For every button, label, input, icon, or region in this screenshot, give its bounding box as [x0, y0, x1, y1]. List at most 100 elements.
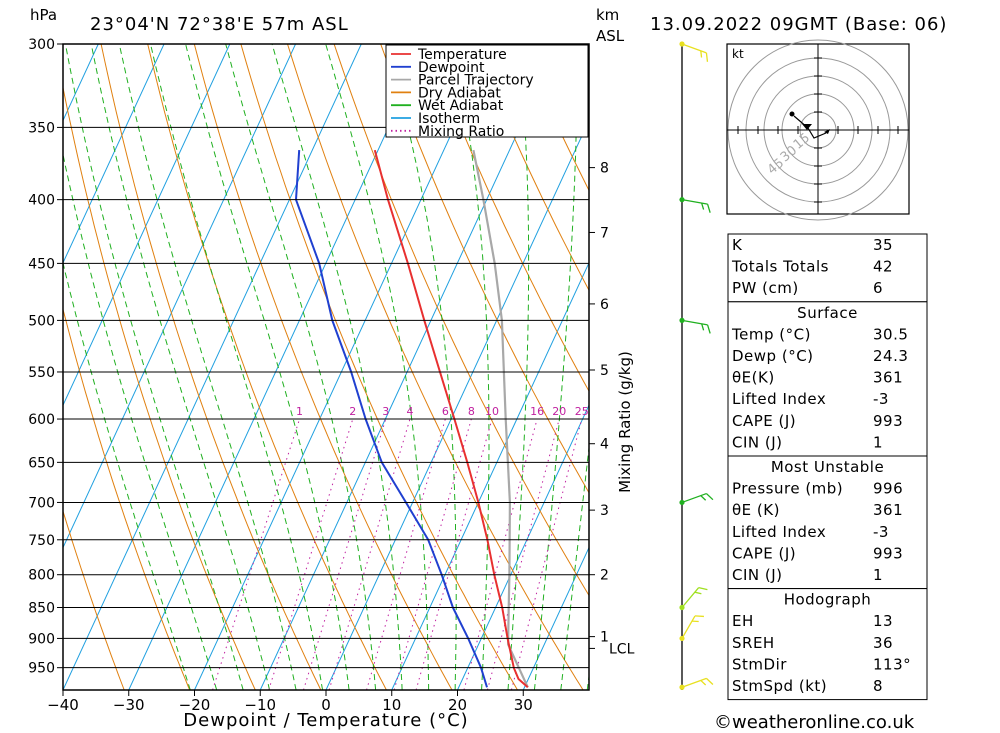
wind-barb-feather	[694, 591, 702, 595]
indices-section-title: Surface	[797, 304, 858, 322]
km-tick-label: 8	[600, 161, 609, 177]
wind-barb-staff	[681, 615, 696, 639]
datetime-title: 13.09.2022 09GMT (Base: 06)	[650, 14, 947, 35]
indices-value: 361	[873, 501, 903, 519]
wind-barb-dot	[679, 604, 685, 611]
indices-label: PW (cm)	[732, 279, 799, 297]
indices-value: 993	[873, 412, 903, 430]
indices-value: 8	[873, 677, 883, 695]
dry-adiabat-line	[987, 44, 1000, 690]
wind-barb-dot	[679, 41, 685, 47]
km-tick-label: 4	[600, 437, 609, 453]
dry-adiabat-line	[147, 44, 387, 690]
mixing-ratio-label: 2	[349, 405, 356, 418]
isotherm-line	[63, 44, 165, 265]
wind-barb-staff	[681, 199, 708, 205]
x-axis-label: Dewpoint / Temperature (°C)	[183, 710, 468, 731]
indices-value: 24.3	[873, 347, 908, 365]
indices-value: 30.5	[873, 325, 908, 343]
hodograph-trace	[793, 115, 827, 139]
wind-barb	[681, 586, 708, 608]
indices-label: Lifted Index	[732, 523, 826, 541]
wind-barb	[681, 319, 711, 334]
wind-barb-feather	[700, 50, 703, 58]
isotherm-line	[457, 404, 589, 690]
indices-value: 42	[873, 258, 893, 276]
indices-label: Pressure (mb)	[732, 480, 843, 498]
isotherm-line	[325, 119, 589, 690]
mixing-ratio-label: 16	[530, 405, 544, 418]
mixing-ratio-label: 10	[485, 405, 499, 418]
indices-value: 361	[873, 369, 903, 387]
mixing-ratio-label: 6	[442, 405, 449, 418]
temperature-tick-label: 10	[382, 696, 401, 714]
indices-label: CAPE (J)	[732, 544, 796, 562]
indices-value: 1	[873, 566, 883, 584]
legend-label: Mixing Ratio	[418, 124, 504, 140]
km-tick-label: 5	[600, 363, 609, 379]
pressure-tick-label: 550	[28, 365, 55, 381]
temperature-tick-label: −30	[113, 696, 145, 714]
wet-adiabat-line	[325, 44, 430, 690]
wind-barb-feather	[701, 323, 705, 331]
wind-barb-staff	[681, 319, 708, 326]
indices-label: θE (K)	[732, 501, 780, 519]
wet-adiabat-line	[63, 152, 218, 690]
indices-value: -3	[873, 390, 889, 408]
pressure-tick-label: 500	[28, 313, 55, 329]
asl-label: ASL	[596, 27, 625, 45]
legend-label: Wet Adiabat	[418, 98, 504, 114]
wind-barb-dot	[679, 684, 685, 690]
wind-barb-feather	[698, 586, 708, 591]
pressure-tick-label: 700	[28, 495, 55, 511]
wet-adiabat-line	[185, 44, 350, 690]
storm-motion-marker	[802, 124, 812, 130]
indices-value: 1	[873, 433, 883, 451]
wet-adiabat-line	[90, 44, 271, 690]
wind-barb-feather	[706, 203, 711, 213]
pressure-tick-label: 750	[28, 533, 55, 549]
temperature-tick-label: 20	[448, 696, 467, 714]
mixing-ratio-axis-label: Mixing Ratio (g/kg)	[616, 351, 634, 493]
dry-adiabat-line	[426, 44, 589, 393]
indices-label: StmSpd (kt)	[732, 677, 827, 695]
copyright-text: ©weatheronline.co.uk	[714, 712, 915, 733]
mixing-ratio-label: 4	[406, 405, 413, 418]
mixing-ratio-label: 20	[552, 405, 566, 418]
pressure-tick-label: 400	[28, 193, 55, 209]
wind-barb	[681, 199, 711, 213]
indices-label: StmDir	[732, 655, 787, 673]
wind-barb-feather	[701, 202, 705, 210]
legend-label: Isotherm	[418, 111, 480, 127]
mixing-ratio-label: 1	[296, 405, 303, 418]
isotherm-line	[63, 44, 362, 690]
wind-barb	[681, 615, 704, 639]
temperature-tick-label: 0	[321, 696, 331, 714]
dry-adiabat-line	[63, 509, 125, 690]
wet-adiabat-line	[64, 44, 244, 690]
indices-label: Dewp (°C)	[732, 347, 814, 365]
wind-barb-dot	[679, 317, 685, 323]
wet-adiabat-line	[386, 44, 457, 690]
legend-label: Parcel Trajectory	[418, 73, 534, 89]
temperature-tick-label: −40	[47, 696, 79, 714]
pressure-tick-label: 450	[28, 256, 55, 272]
wet-adiabat-line	[507, 44, 530, 690]
indices-value: 996	[873, 480, 903, 498]
lcl-label: LCL	[609, 641, 635, 657]
mixing-ratio-label: 8	[468, 405, 475, 418]
wind-barb-dot	[679, 197, 685, 203]
dry-adiabat-line	[940, 44, 1000, 690]
isotherm-line	[63, 44, 231, 407]
dry-adiabat-line	[287, 44, 584, 690]
wind-barb	[681, 43, 709, 62]
indices-label: SREH	[732, 634, 775, 652]
indices-value: 6	[873, 279, 883, 297]
wind-barb-feather	[691, 620, 699, 623]
wind-barb-feather	[705, 52, 709, 62]
wind-barb-column	[679, 41, 714, 690]
temperature-tick-label: −20	[179, 696, 211, 714]
